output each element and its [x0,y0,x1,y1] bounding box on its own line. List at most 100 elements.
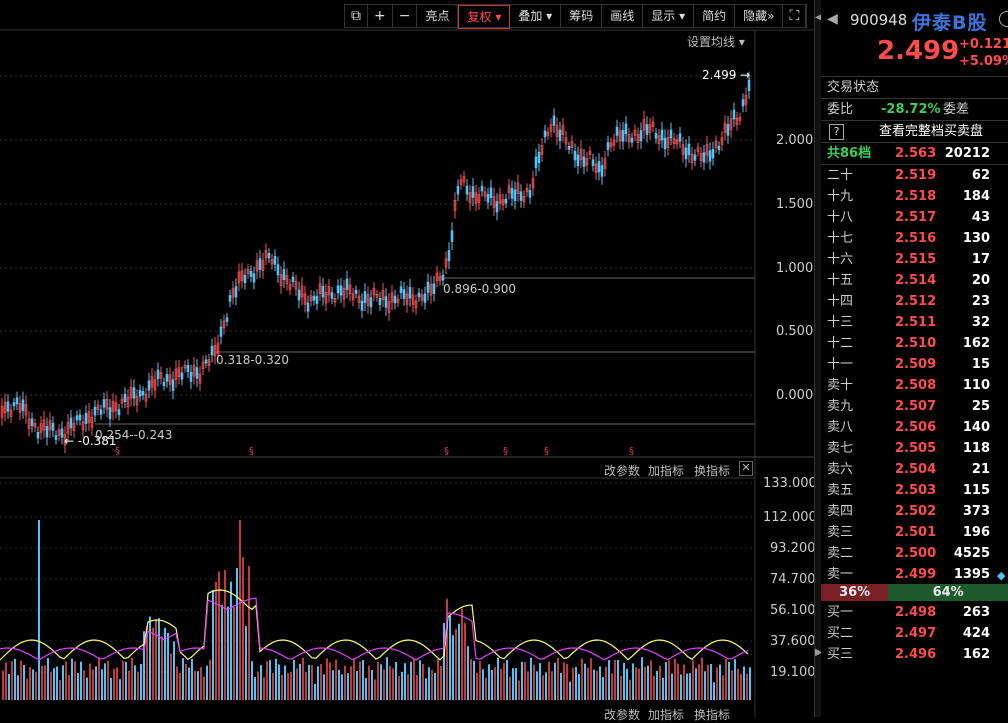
volume-bar [68,675,70,700]
chips-button[interactable]: 筹码 [561,5,603,27]
ask-row[interactable]: 十二 2.510 162 [821,333,1008,354]
volume-bar [650,660,652,700]
ask-row[interactable]: 十六 2.515 17 [821,249,1008,270]
ask-row[interactable]: 卖六 2.504 21 [821,459,1008,480]
volume-bar [680,674,682,700]
kline-chart[interactable]: § § § § § § [0,0,814,717]
info-icon[interactable] [999,11,1008,27]
candle-body [345,278,349,290]
ask-row[interactable]: 卖二 2.500 4525 [821,543,1008,564]
ask-row[interactable]: 十三 2.511 32 [821,312,1008,333]
candle-body [408,286,412,299]
ask-level-label: 十三 [827,315,854,330]
candle-body [735,117,739,125]
candle-body [315,295,319,304]
bid-row[interactable]: 买一 2.498 263 [821,602,1008,623]
candle-body [660,129,664,141]
volume-bar [239,520,241,700]
ask-row[interactable]: 卖十 2.508 110 [821,375,1008,396]
ask-level-label: 十二 [827,336,854,351]
candle-body [96,404,100,411]
highlight-button[interactable]: 亮点 [417,5,459,27]
ask-row[interactable]: 卖四 2.502 373 [821,501,1008,522]
volume-bar [236,567,238,700]
candle-body [54,435,58,440]
add-indicator-button[interactable]: 加指标 [648,464,685,478]
change-params-button[interactable]: 改参数 [604,464,641,478]
overlay-button[interactable]: 叠加 ▾ [510,5,562,27]
volume-bar [311,665,313,700]
full-book-row[interactable]: ? 查看完整档买卖盘 [821,121,1008,142]
ask-row[interactable]: 卖一 2.499 1395 [821,564,1008,585]
volume-bar [44,665,46,700]
ask-price: 2.512 [895,294,937,309]
candle-body [495,201,499,213]
volume-bar [521,661,523,700]
change-params-button-2[interactable]: 改参数 [604,708,641,722]
bid-row[interactable]: 买二 2.497 424 [821,623,1008,644]
candle-body [240,270,244,281]
ask-row[interactable]: 十四 2.512 23 [821,291,1008,312]
ask-volume: 373 [962,504,990,519]
display-button[interactable]: 显示 ▾ [643,5,695,27]
ask-row[interactable]: 十九 2.518 184 [821,186,1008,207]
ask-row[interactable]: 卖五 2.503 115 [821,480,1008,501]
volume-bar [41,665,43,700]
candle-body [642,118,646,131]
volume-bar [284,665,286,700]
ask-row[interactable]: 十八 2.517 43 [821,207,1008,228]
draw-line-button[interactable]: 画线 [602,5,644,27]
zoom-in-button[interactable]: + [368,5,393,27]
collapse-icon[interactable]: ◀ [827,11,838,27]
volume-bar [98,657,100,700]
ask-row[interactable]: 卖三 2.501 196 [821,522,1008,543]
add-indicator-button-2[interactable]: 加指标 [648,708,685,722]
simple-mode-button[interactable]: 简约 [694,5,736,27]
volume-bar [140,663,142,700]
set-ma-dropdown[interactable]: 设置均线 ▾ [687,35,745,49]
stock-code: 900948 [850,11,908,29]
ask-row[interactable]: 卖七 2.505 118 [821,438,1008,459]
candle-body [516,182,520,194]
ask-level-label: 卖四 [827,504,854,519]
ask-level-label: 卖六 [827,462,854,477]
candle-body [354,289,358,294]
detach-window-icon[interactable]: ⧉ [345,5,368,27]
candle-body [120,398,124,404]
ask-level-label: 卖九 [827,399,854,414]
ask-row[interactable]: 卖九 2.507 25 [821,396,1008,417]
collapse-right-icon[interactable]: ▶ [815,647,823,658]
volume-bar [137,671,139,700]
ask-row[interactable]: 十五 2.514 20 [821,270,1008,291]
ask-row[interactable]: 二十 2.519 62 [821,165,1008,186]
bid-row[interactable]: 买三 2.496 162 [821,644,1008,665]
volume-bar [170,653,172,700]
candle-body [537,151,541,164]
volume-bar [686,673,688,700]
hide-button[interactable]: 隐藏» [735,5,784,27]
candle-body [87,411,91,423]
volume-bar [389,665,391,700]
ask-row[interactable]: 十一 2.509 15 [821,354,1008,375]
full-book-link[interactable]: 查看完整档买卖盘 [879,124,984,139]
adjust-rights-button[interactable]: 复权 ▾ [458,5,511,29]
volume-bar [158,618,160,700]
collapse-left-icon[interactable]: ◀ [815,12,823,23]
switch-indicator-button-2[interactable]: 换指标 [694,708,731,722]
candle-body [690,153,694,164]
volume-bar [434,672,436,700]
volume-bar [266,661,268,700]
ask-row[interactable]: 十七 2.516 130 [821,228,1008,249]
panel-splitter[interactable]: ◀ ▶ [814,0,823,717]
volume-bar [623,662,625,700]
switch-indicator-button[interactable]: 换指标 [694,464,731,478]
total-levels-label: 共86档 [827,146,872,161]
candle-body [450,230,454,242]
volume-bar [299,663,301,700]
fullscreen-icon[interactable]: ⛶ [783,5,807,27]
ask-volume: 43 [971,210,990,225]
zoom-out-button[interactable]: − [393,5,418,27]
ask-row[interactable]: 卖八 2.506 140 [821,417,1008,438]
close-panel-icon[interactable]: ✕ [739,461,753,476]
candle-body [288,284,292,290]
